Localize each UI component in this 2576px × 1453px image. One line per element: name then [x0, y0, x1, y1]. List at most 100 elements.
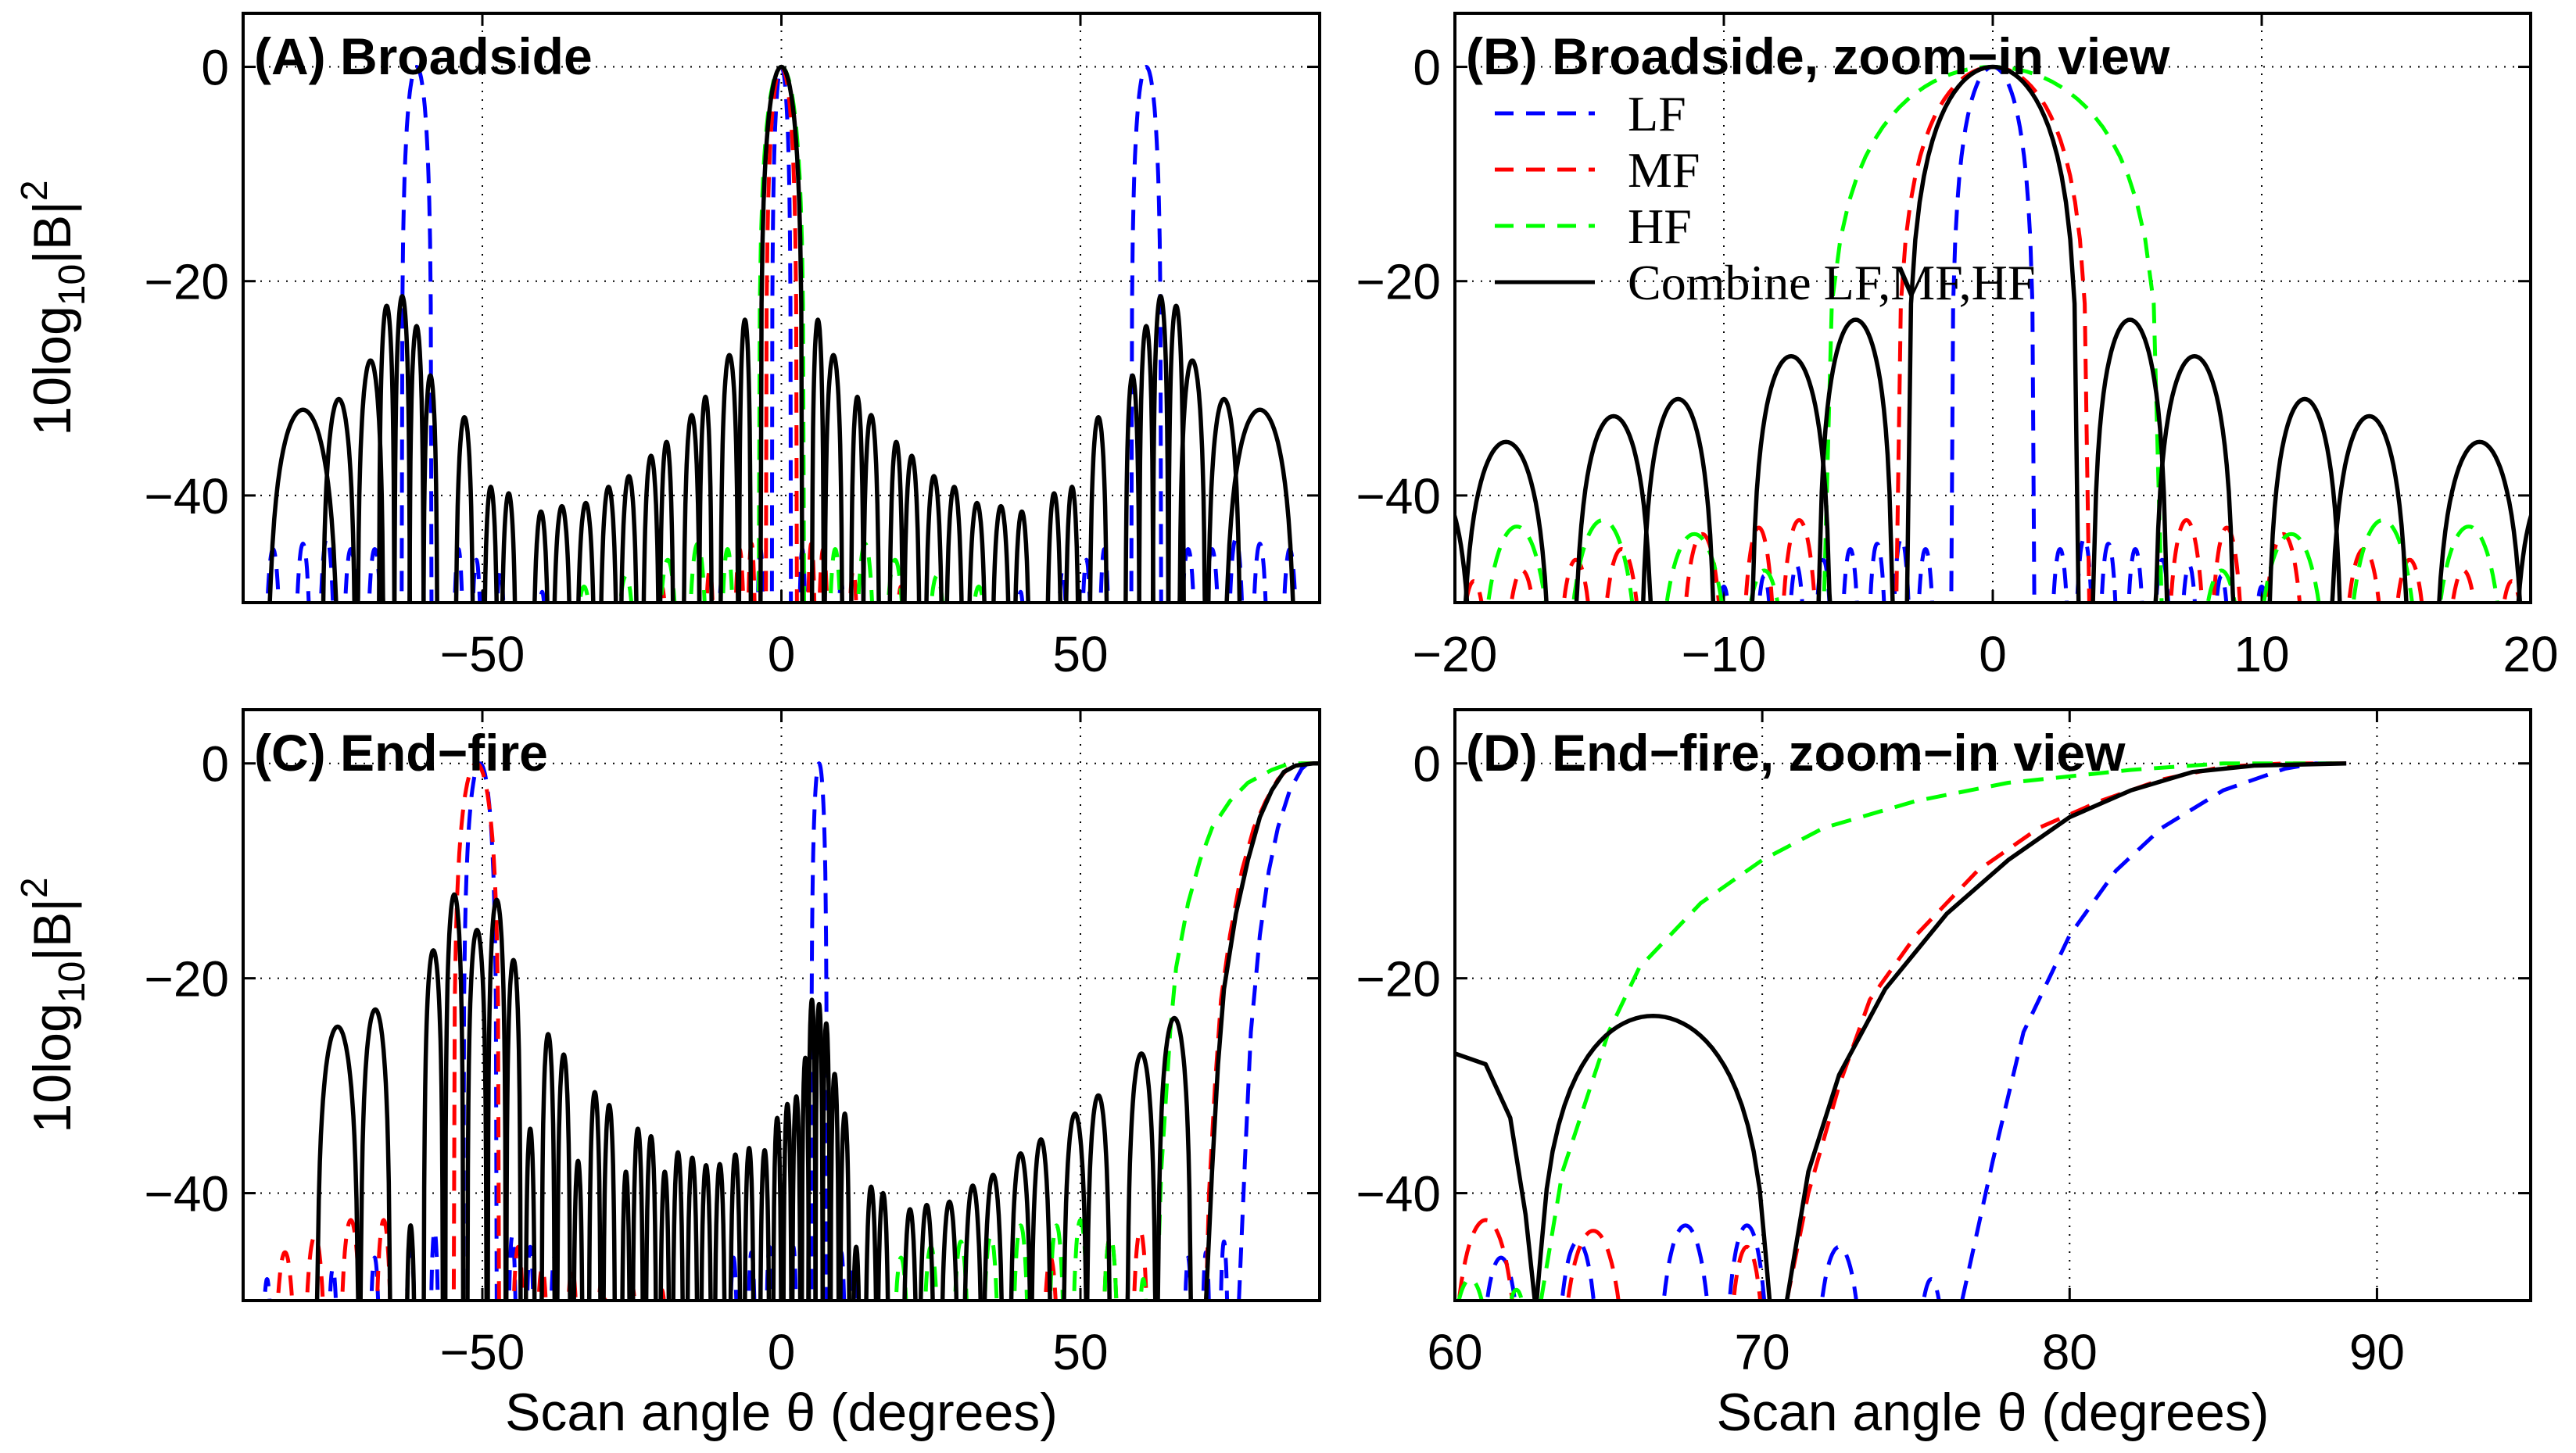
x-tick-label: 50 [1052, 626, 1108, 682]
series-combine-lf-mf-hf-lobe [1816, 317, 1895, 603]
series-combine-lf-mf-hf-lobe [314, 1024, 360, 1301]
series-combine-lf-mf-hf-lobe [1125, 1051, 1158, 1301]
series-combine-lf-mf-hf-lobe [643, 1133, 658, 1301]
series-hf-lobe [828, 547, 842, 603]
series-combine-lf-mf-hf-lobe [1084, 1093, 1112, 1301]
y-label-main: 10log [23, 306, 82, 435]
series-combine-lf-mf-hf-lobe [699, 1163, 713, 1301]
series-mf-lobe [1566, 1229, 1621, 1301]
axes-frame [242, 12, 1321, 604]
series-combine-lf-mf-hf-lobe [697, 395, 714, 603]
series-lf-lobe [1219, 1239, 1230, 1301]
y-axis-label: 10log10|B|2 [14, 877, 93, 1133]
series-combine-lf-mf-hf-lobe [1045, 491, 1063, 603]
y-tick-label: −40 [144, 468, 229, 524]
series-hf-lobe [577, 584, 591, 603]
series-combine-lf-mf-hf-lobe [407, 324, 426, 603]
series-combine-lf-mf-hf-lobe [809, 317, 826, 603]
series-group [262, 760, 1320, 1301]
series-combine-lf-mf-hf-lobe [392, 294, 413, 603]
series-lf-lobe [2126, 547, 2144, 603]
x-tick-label: −20 [1413, 626, 1498, 682]
series-lf-lobe [2051, 547, 2069, 603]
series-combine-lf-mf-hf-lobe [982, 1172, 1004, 1301]
series-lf-curve [1960, 761, 2347, 1301]
series-lf-lobe [1080, 557, 1092, 603]
series-combine-lf-mf-hf-lobe [1224, 407, 1295, 603]
axes-frame [1453, 708, 2532, 1302]
panel-b: −20 −10 0 10 20 0 −20 −40 (B) Broadside, zoom−in… [1356, 12, 2559, 682]
panel-d: 60 70 80 90 0 −20 −40 (D) End−fire, zoom−in vie… [1356, 708, 2532, 1442]
x-tick-label: 0 [1979, 626, 2007, 682]
x-tick-label: 60 [1427, 1324, 1482, 1380]
series-lf-lobe [809, 761, 829, 1301]
series-combine-lf-mf-hf-lobe [1150, 294, 1171, 603]
series-hf-lobe [1138, 1277, 1148, 1301]
series-combine-lf-mf-hf-lobe [2091, 317, 2169, 603]
series-lf-lobe [1016, 589, 1025, 603]
series-mf-lobe [1731, 1244, 1763, 1301]
series-combine-lf-mf-hf-lobe [1137, 324, 1155, 603]
series-combine-lf-mf-hf-lobe [321, 396, 357, 603]
series-hf-lobe [1012, 1223, 1030, 1301]
series-combine-lf-mf-hf-lobe [1177, 358, 1207, 603]
x-axis-label: Scan angle θ (degrees) [1717, 1383, 2270, 1442]
y-tick-label: −40 [144, 1166, 229, 1222]
series-combine-lf-mf-hf-lobe [619, 474, 639, 603]
y-label-subscript: 10 [52, 264, 93, 306]
series-mf-lobe [2211, 525, 2242, 603]
series-lf-lobe [1916, 547, 1935, 603]
x-tick-label: −50 [440, 1324, 525, 1380]
series-lf-lobe [1841, 547, 1859, 603]
series-hf-lobe [721, 547, 735, 603]
series-lf-lobe [262, 1277, 272, 1301]
series-combine-lf-mf-hf-lobe [482, 485, 499, 603]
series-combine-lf-mf-hf-lobe [1206, 396, 1242, 603]
series-mf-lobe [275, 1250, 295, 1301]
series-combine-lf-mf-hf-lobe [453, 415, 475, 603]
series-mf-lobe [1781, 517, 1817, 603]
series-lf-lobe [1661, 1223, 1710, 1301]
series-combine-lf-mf-hf-lobe [864, 1184, 879, 1301]
series-mf-lobe [1743, 525, 1775, 603]
series-combine-lf-mf-hf-lobe [555, 1052, 572, 1301]
y-tick-label: 0 [1413, 736, 1441, 793]
series-combine-lf-mf-hf-lobe [838, 1111, 851, 1301]
series-mf-lobe [2395, 557, 2424, 603]
series-combine-lf-mf-hf-lobe [728, 1152, 743, 1301]
series-combine-lf-mf-hf-curve [1455, 1051, 1537, 1301]
series-combine-lf-mf-hf-lobe [1455, 510, 1470, 603]
series-combine-lf-mf-hf-lobe [771, 1115, 783, 1301]
series-lf-lobe [2099, 542, 2118, 603]
series-combine-lf-mf-hf-lobe [967, 500, 987, 603]
series-lf-lobe [471, 557, 482, 603]
x-tick-label: 70 [1735, 1324, 1790, 1380]
series-combine-lf-mf-hf-lobe [940, 1199, 959, 1301]
series-combine-lf-mf-hf-lobe [743, 1146, 756, 1301]
series-combine-lf-mf-hf-lobe [820, 1021, 833, 1301]
series-lf-lobe [2154, 557, 2171, 603]
series-combine-lf-mf-hf-lobe [532, 509, 550, 603]
series-lf-lobe [1922, 1277, 1941, 1301]
series-hf-lobe [1664, 531, 1724, 603]
series-combine-lf-mf-hf-lobe [851, 1244, 862, 1301]
series-combine-lf-mf-hf-lobe [682, 413, 702, 603]
series-combine-lf-mf-hf-lobe [822, 353, 844, 603]
series-lf-lobe [1129, 65, 1163, 603]
series-combine-lf-mf-hf-lobe [887, 439, 905, 603]
series-lf-lobe [295, 542, 311, 603]
series-mf-lobe [1456, 1218, 1514, 1301]
legend-label: HF [1628, 199, 1692, 254]
series-combine-lf-mf-hf-lobe [1574, 413, 1653, 603]
series-mf-lobe [2264, 531, 2302, 603]
series-combine-lf-mf-hf-lobe [599, 485, 618, 603]
panel-c: −50 0 50 0 −20 −40 (C) End−fire Scan angle θ (d… [14, 708, 1321, 1442]
series-combine-lf-mf-hf-lobe [1123, 373, 1141, 603]
series-combine-lf-mf-hf-lobe [718, 353, 740, 603]
series-hf-curve [1155, 761, 1320, 1301]
x-tick-label: −10 [1682, 626, 1767, 682]
series-combine-lf-mf-hf-lobe [658, 1169, 672, 1301]
series-combine-lf-mf-hf-lobe [1064, 485, 1080, 603]
y-label-main: 10log [23, 1003, 82, 1133]
series-combine-lf-mf-hf-lobe [358, 1007, 392, 1301]
